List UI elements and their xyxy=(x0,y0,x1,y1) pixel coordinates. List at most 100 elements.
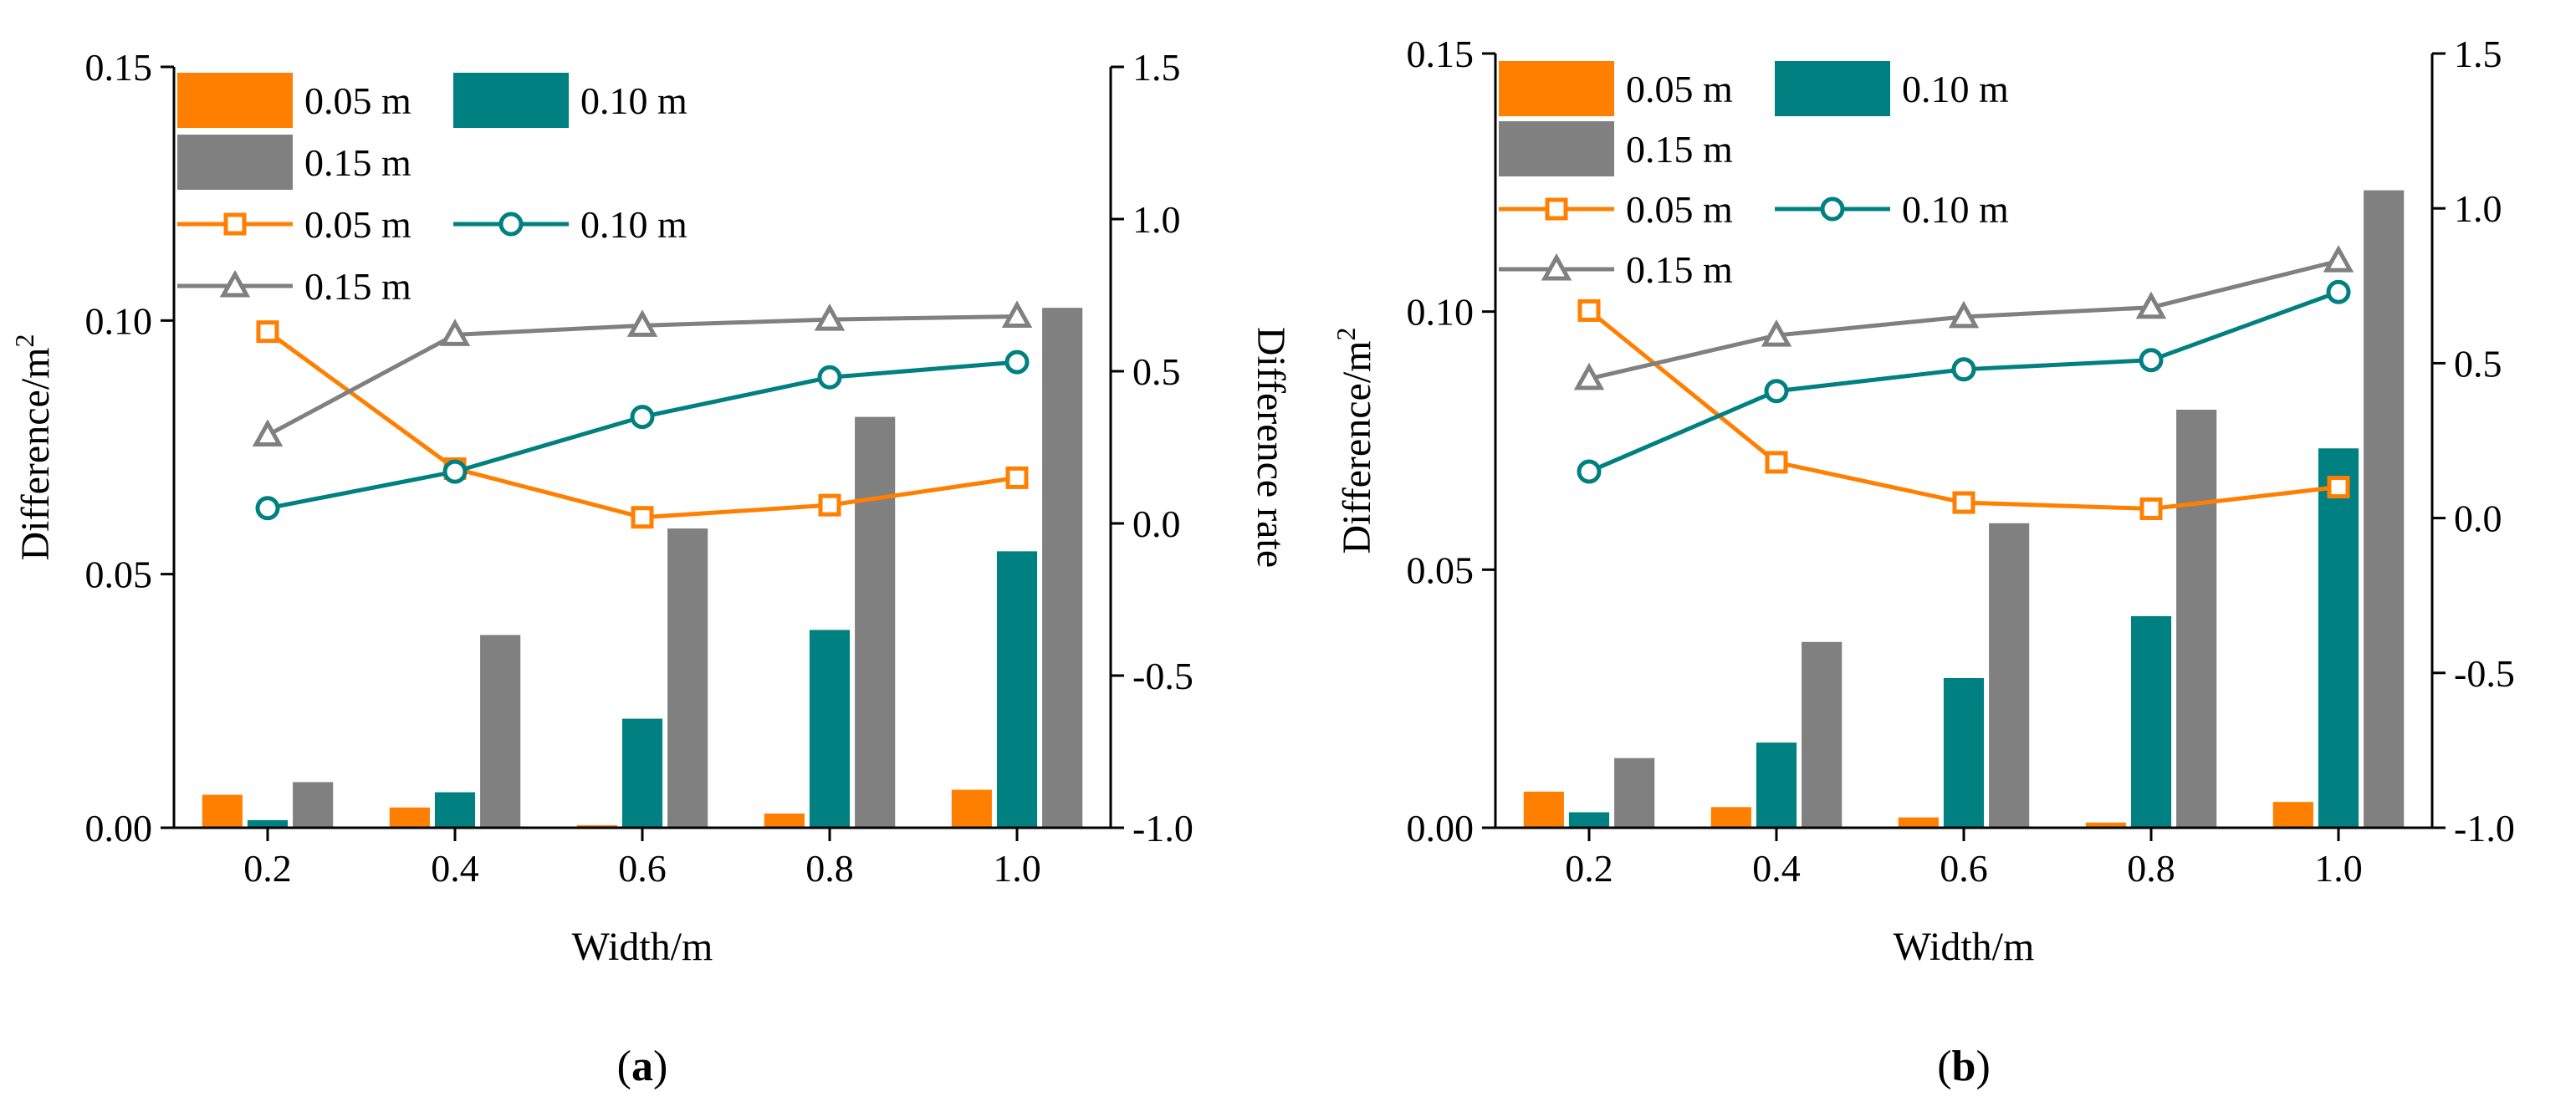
legend-label-b-bar-015: 0.15 m xyxy=(1626,128,1733,171)
point-b-010m-08 xyxy=(2139,348,2164,373)
point-b-010m-06 xyxy=(1951,357,1976,382)
bar-b-005m-04 xyxy=(1710,807,1751,828)
chart-panel-a: 0.00 0.05 0.10 0.15 -1.0 -0.5 0.0 0.5 1.0 1.5 0.2 0… xyxy=(9,46,1288,1090)
legend-swatch-a-bar-005 xyxy=(177,73,293,128)
x-axis-title-b: Width/m xyxy=(1894,925,2035,969)
legend-label-a-bar-015: 0.15 m xyxy=(304,141,411,184)
legend-swatch-b-bar-005 xyxy=(1499,61,1614,116)
point-a-005m-10 xyxy=(1005,466,1029,489)
bar-a-005m-02 xyxy=(202,794,243,828)
x-tick-label-b-0: 0.2 xyxy=(1565,847,1613,890)
bar-b-005m-06 xyxy=(1898,817,1939,828)
bar-a-005m-10 xyxy=(951,789,992,828)
legend-swatch-a-bar-015 xyxy=(177,135,293,190)
y2-tick-label-a-5: 1.5 xyxy=(1132,46,1181,89)
legend-label-b-bar-005: 0.05 m xyxy=(1626,68,1733,110)
y2-tick-label-b-1: -0.5 xyxy=(2454,652,2515,695)
legend-label-a-line-010: 0.10 m xyxy=(580,203,687,246)
point-a-010m-10 xyxy=(1004,349,1030,375)
legend-label-a-bar-005: 0.05 m xyxy=(304,79,411,122)
bar-b-005m-10 xyxy=(2272,802,2313,828)
x-tick-label-a-2: 0.6 xyxy=(618,847,667,890)
bar-a-010m-10 xyxy=(996,551,1038,828)
bar-b-015m-10 xyxy=(2364,190,2405,829)
point-a-015m-04 xyxy=(439,319,471,346)
point-b-015m-04 xyxy=(1761,319,1792,347)
legend-marker-a-010 xyxy=(498,212,524,237)
point-a-010m-02 xyxy=(255,496,280,521)
legend-marker-a-015 xyxy=(219,269,251,298)
x-tick-label-b-2: 0.6 xyxy=(1940,847,1988,890)
bar-a-005m-04 xyxy=(389,807,430,828)
legend-label-b-line-015: 0.15 m xyxy=(1626,248,1733,291)
panel-label-b: (b) xyxy=(1937,1043,1991,1090)
point-b-010m-02 xyxy=(1577,459,1602,484)
bar-a-015m-10 xyxy=(1042,308,1083,829)
point-a-005m-08 xyxy=(818,493,841,517)
legend-marker-b-005 xyxy=(1545,197,1568,221)
y2-axis-title-a: Difference rate xyxy=(1249,327,1288,568)
y2-tick-label-a-0: -1.0 xyxy=(1132,807,1193,849)
bar-b-005m-02 xyxy=(1523,791,1564,828)
y-tick-label-b-1: 0.05 xyxy=(1407,548,1475,591)
panel-label-a: (a) xyxy=(617,1043,668,1090)
point-b-010m-04 xyxy=(1764,379,1789,404)
x-tick-label-a-0: 0.2 xyxy=(243,847,292,890)
bar-a-010m-08 xyxy=(809,630,851,828)
y2-tick-label-b-4: 1.0 xyxy=(2454,187,2502,230)
y-tick-label-b-2: 0.10 xyxy=(1407,291,1475,334)
legend-marker-b-010 xyxy=(1820,196,1845,222)
point-b-010m-10 xyxy=(2326,279,2351,304)
point-a-005m-06 xyxy=(631,506,654,529)
point-a-015m-10 xyxy=(1001,300,1033,328)
point-b-005m-06 xyxy=(1952,491,1975,514)
legend-swatch-b-bar-010 xyxy=(1775,61,1890,116)
bar-b-010m-08 xyxy=(2130,615,2172,828)
y-tick-label-b-0: 0.00 xyxy=(1407,807,1475,849)
y-tick-label-a-0: 0.00 xyxy=(85,807,153,849)
legend-label-b-line-010: 0.10 m xyxy=(1902,188,2009,231)
bar-b-010m-02 xyxy=(1568,812,1610,828)
x-tick-label-a-4: 1.0 xyxy=(993,847,1041,890)
x-tick-label-b-3: 0.8 xyxy=(2127,847,2175,890)
y2-tick-label-b-0: -1.0 xyxy=(2454,807,2515,849)
bar-b-005m-08 xyxy=(2085,822,2126,828)
y-tick-label-a-2: 0.10 xyxy=(85,299,153,342)
point-b-015m-10 xyxy=(2323,245,2354,273)
point-b-015m-08 xyxy=(2135,291,2167,319)
y-tick-label-a-1: 0.05 xyxy=(85,554,153,596)
point-a-010m-08 xyxy=(817,365,842,390)
point-a-015m-02 xyxy=(252,419,284,446)
y2-tick-label-a-3: 0.5 xyxy=(1132,350,1181,393)
bar-a-015m-06 xyxy=(667,528,708,828)
y2-tick-label-a-2: 0.0 xyxy=(1132,503,1181,545)
bar-a-005m-08 xyxy=(764,814,805,828)
point-b-005m-08 xyxy=(2139,497,2163,520)
y2-tick-label-b-3: 0.5 xyxy=(2454,342,2502,385)
line-a-010m xyxy=(267,360,1018,511)
bar-a-015m-02 xyxy=(293,782,334,828)
point-b-005m-04 xyxy=(1765,451,1788,474)
point-b-015m-02 xyxy=(1573,362,1605,390)
y-axis-title-b: Difference/m2 xyxy=(1331,328,1379,554)
bar-a-005m-06 xyxy=(576,824,617,828)
bar-b-015m-06 xyxy=(1989,523,2030,828)
x-tick-label-b-1: 0.4 xyxy=(1752,847,1801,890)
bar-b-010m-06 xyxy=(1943,677,1985,828)
bar-b-010m-10 xyxy=(2318,448,2359,828)
bar-b-010m-04 xyxy=(1756,742,1797,828)
y2-tick-label-b-5: 1.5 xyxy=(2454,33,2502,75)
bar-a-010m-04 xyxy=(434,792,476,828)
point-a-015m-08 xyxy=(814,304,846,331)
bar-b-015m-04 xyxy=(1802,641,1843,828)
y2-tick-label-b-2: 0.0 xyxy=(2454,497,2502,540)
point-a-005m-02 xyxy=(256,320,279,344)
legend-label-a-bar-010: 0.10 m xyxy=(580,79,687,122)
x-tick-label-a-1: 0.4 xyxy=(431,847,479,890)
line-b-005m xyxy=(1587,309,2339,511)
legend-swatch-a-bar-010 xyxy=(453,73,569,128)
bar-a-015m-04 xyxy=(480,635,521,828)
bar-a-010m-02 xyxy=(247,819,289,828)
legend-label-b-bar-010: 0.10 m xyxy=(1902,68,2009,110)
x-tick-label-a-3: 0.8 xyxy=(805,847,854,890)
